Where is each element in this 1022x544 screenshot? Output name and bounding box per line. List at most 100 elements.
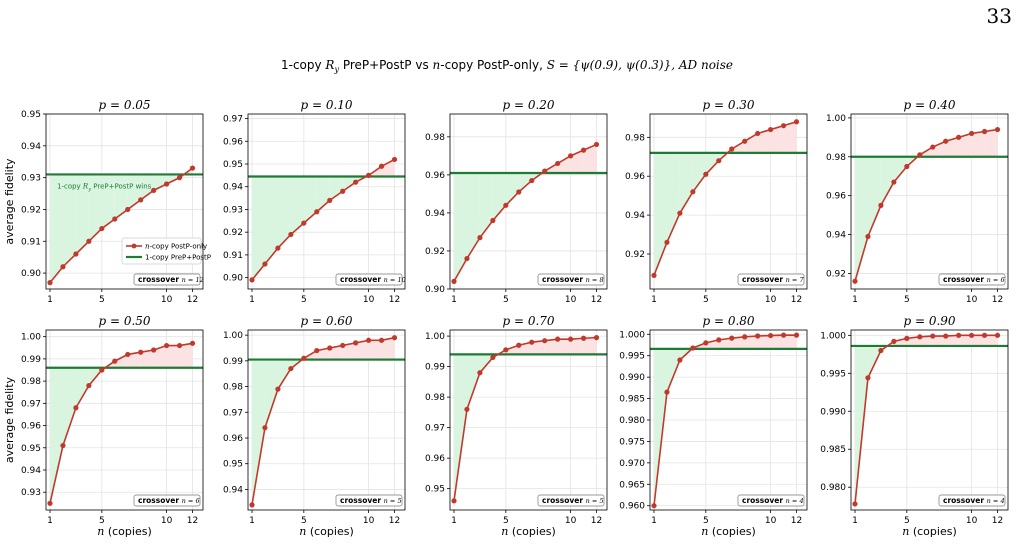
red-fill — [783, 335, 797, 349]
green-fill — [893, 156, 907, 183]
data-point — [651, 272, 657, 278]
crossover-text: crossover n = 7 — [742, 275, 804, 284]
y-tick-label: 0.96 — [625, 172, 645, 182]
x-tick-label: 12 — [389, 295, 400, 305]
data-point — [314, 209, 320, 215]
x-tick-label: 1 — [451, 516, 457, 526]
panel-title: p = 0.30 — [702, 98, 754, 112]
data-point — [542, 338, 548, 344]
red-fill — [316, 348, 330, 360]
x-tick-label: 5 — [703, 516, 709, 526]
data-point — [677, 357, 683, 363]
green-fill — [140, 174, 154, 200]
y-tick-label: 0.94 — [223, 485, 243, 495]
legend-series-marker — [131, 243, 137, 249]
x-axis-label: n (copies) — [501, 525, 556, 538]
x-tick-label: 1 — [249, 516, 255, 526]
red-fill — [718, 338, 732, 349]
green-fill — [479, 172, 493, 238]
x-axis-label: n (copies) — [902, 525, 957, 538]
green-fill — [505, 172, 519, 206]
data-point — [930, 333, 936, 339]
series-line — [251, 158, 395, 281]
data-point — [878, 347, 884, 354]
red-fill — [583, 144, 597, 173]
y-tick-label: 0.95 — [223, 160, 243, 170]
data-point — [86, 238, 92, 244]
x-tick-label: 10 — [565, 295, 577, 305]
y-tick-label: 0.99 — [425, 363, 445, 373]
data-point — [768, 126, 774, 133]
data-point — [477, 235, 483, 241]
data-point — [464, 406, 470, 412]
x-axis-label: n (copies) — [299, 525, 354, 538]
y-tick-label: 1.00 — [223, 331, 243, 341]
red-fill — [770, 335, 784, 349]
red-fill — [179, 343, 193, 368]
series-line — [854, 334, 998, 505]
data-point — [865, 375, 871, 381]
y-tick-label: 0.92 — [223, 228, 243, 238]
x-tick-label: 1 — [451, 295, 457, 305]
crossover-badge: crossover n = 5 — [335, 494, 403, 507]
data-point — [464, 255, 470, 262]
plot-frame — [449, 113, 608, 290]
crossover-badge: crossover n = 7 — [737, 273, 804, 286]
red-fill — [531, 340, 545, 355]
data-point — [451, 278, 457, 284]
data-point — [176, 342, 183, 349]
data-point — [340, 342, 346, 349]
data-point — [353, 340, 359, 346]
crossover-text: crossover n = 4 — [943, 496, 1005, 505]
green-fill — [153, 174, 167, 191]
data-point — [852, 501, 858, 507]
red-fill — [381, 337, 395, 360]
x-tick-label: 5 — [99, 295, 105, 305]
data-point — [917, 334, 923, 340]
data-point — [391, 335, 398, 341]
green-fill — [329, 176, 343, 201]
green-fill — [342, 176, 356, 192]
data-point — [690, 189, 696, 195]
green-fill — [101, 174, 115, 229]
red-fill — [932, 141, 946, 157]
x-tick-label: 10 — [161, 516, 173, 526]
y-tick-label: 0.990 — [619, 373, 645, 383]
data-point — [943, 333, 949, 339]
data-point — [378, 337, 385, 343]
plot-frame — [45, 113, 204, 290]
data-point — [677, 210, 683, 216]
y-tick-label: 0.99 — [223, 357, 243, 367]
data-point — [164, 181, 170, 187]
data-point — [994, 126, 1001, 133]
fill-region — [252, 337, 395, 505]
data-point — [755, 130, 761, 137]
data-point — [755, 333, 761, 339]
red-fill — [893, 338, 907, 346]
chart-panel-5: 0.92 0.94 0.96 0.98 1.00 1 5 10 12 p = 0.40 crosso… — [826, 98, 1009, 305]
y-axis-label: average fidelity — [3, 376, 16, 463]
green-fill — [454, 354, 467, 501]
red-fill — [770, 125, 784, 153]
data-point — [490, 217, 496, 224]
fill-region — [252, 159, 395, 280]
y-tick-label: 1.00 — [425, 332, 445, 342]
panel-title: p = 0.40 — [903, 98, 955, 112]
y-tick-label: 0.95 — [21, 110, 41, 120]
data-point — [904, 163, 910, 170]
y-tick-label: 0.98 — [826, 153, 846, 163]
red-fill — [544, 339, 558, 355]
x-tick-label: 10 — [966, 516, 978, 526]
red-fill — [945, 137, 959, 157]
panel-title: p = 0.70 — [502, 314, 554, 328]
data-point — [780, 332, 787, 338]
chart-panel-8: 0.95 0.96 0.97 0.98 0.99 1.00 1 5 10 12 p = 0.70 cr… — [425, 314, 608, 538]
data-point — [366, 337, 372, 343]
data-point — [529, 339, 535, 345]
green-fill — [277, 176, 291, 249]
crossover-box — [537, 494, 605, 507]
red-fill — [355, 340, 369, 360]
chart-panel-6: 0.93 0.94 0.95 0.96 0.97 0.98 0.99 1.00 1 5 10 12 p … — [3, 314, 204, 538]
x-tick-label: 10 — [765, 516, 777, 526]
red-fill — [971, 335, 985, 346]
